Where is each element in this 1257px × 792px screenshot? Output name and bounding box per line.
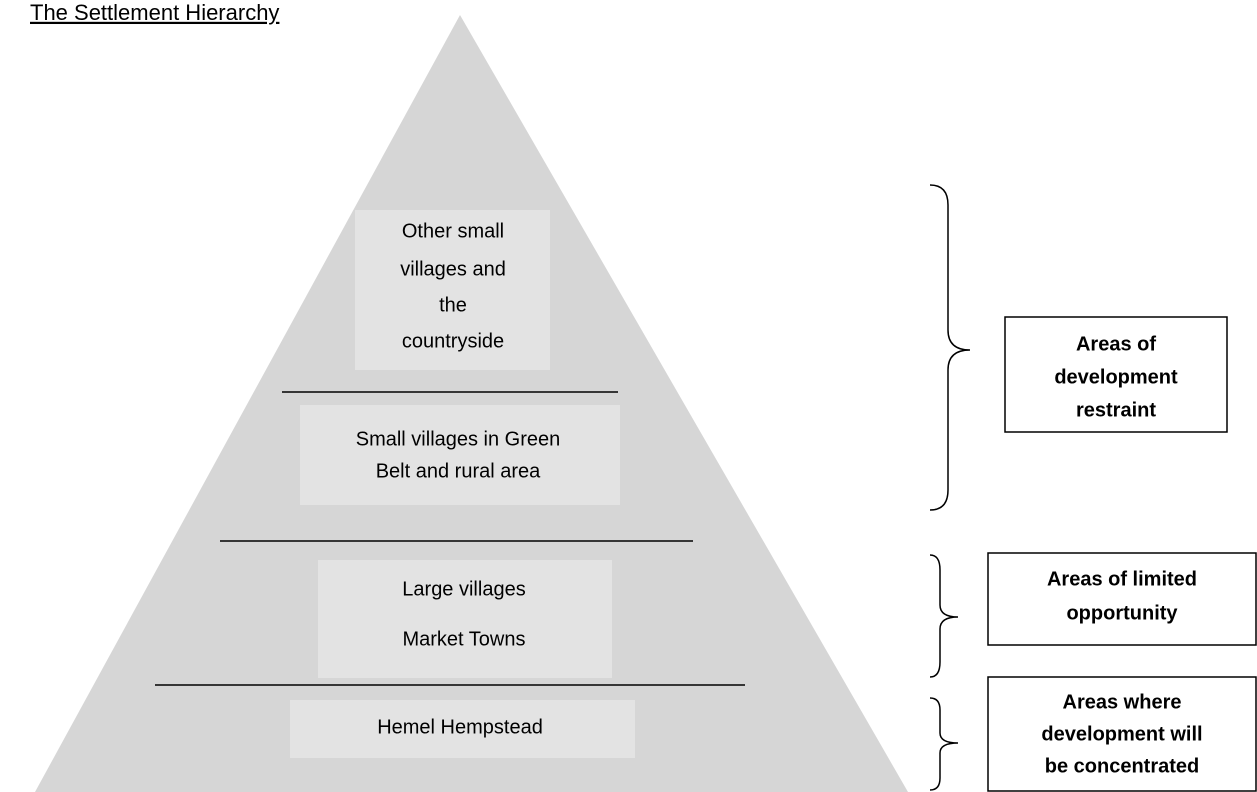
tier-text: countryside: [402, 330, 504, 352]
tier-text: Market Towns: [402, 628, 525, 650]
tier-text: Hemel Hempstead: [377, 716, 543, 738]
label-text: Areas of: [1076, 333, 1156, 355]
tier-text: Belt and rural area: [376, 460, 541, 482]
label-text: development will: [1041, 723, 1202, 745]
label-text: Areas of limited: [1047, 568, 1197, 590]
label-text: restraint: [1076, 399, 1156, 421]
label-text: be concentrated: [1045, 755, 1199, 777]
label-text: development: [1054, 366, 1178, 388]
label-text: Areas where: [1063, 691, 1182, 713]
brace: [929, 184, 971, 511]
tier-text: the: [439, 294, 467, 316]
brace: [929, 554, 959, 678]
tier-text: Other small: [402, 220, 504, 242]
title: The Settlement Hierarchy: [30, 0, 279, 25]
tier-pad: [300, 405, 620, 505]
brace: [929, 697, 959, 791]
label-box: [1004, 316, 1228, 433]
tier-pad: [355, 210, 550, 370]
tier-text: Large villages: [402, 578, 525, 600]
pyramid: [35, 15, 908, 792]
tier-pad: [318, 560, 612, 678]
label-box: [987, 552, 1257, 646]
tier-text: Small villages in Green: [356, 428, 561, 450]
tier-pad: [290, 700, 635, 758]
label-text: opportunity: [1066, 602, 1178, 624]
label-box: [987, 676, 1257, 792]
tier-text: villages and: [400, 258, 506, 280]
